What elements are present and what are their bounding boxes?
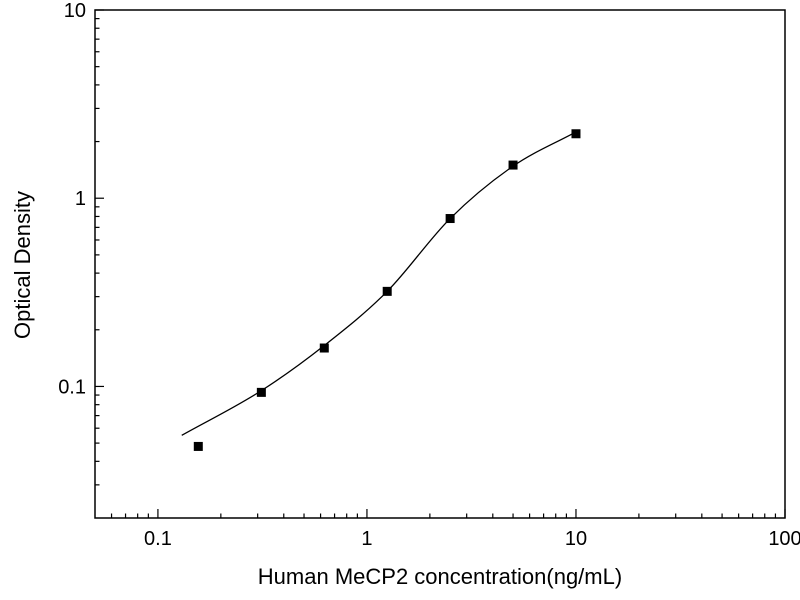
fit-curve-path [181,131,577,436]
y-axis-tick-label: 1 [75,188,86,210]
plot-frame [94,9,786,519]
y-axis-tick-label: 0.1 [58,376,86,398]
data-point-marker [193,441,203,451]
data-point-marker [508,160,518,170]
x-axis-tick-label: 1 [361,528,372,550]
x-axis-tick-label: 0.1 [144,528,172,550]
x-axis-tick-label: 100 [768,528,800,550]
data-point-marker [571,129,581,139]
data-point-marker [445,214,455,224]
data-point-marker [319,343,329,353]
data-point-marker [256,387,266,397]
x-axis-title: Human MeCP2 concentration(ng/mL) [258,564,622,589]
data-point-marker [382,286,392,296]
y-axis-title: Optical Density [10,191,35,339]
x-axis-tick-label: 10 [565,528,587,550]
plot-layer: 0.1 1 10 100 0.1 1 10 [58,0,800,550]
y-axis-tick-label: 10 [64,0,86,22]
